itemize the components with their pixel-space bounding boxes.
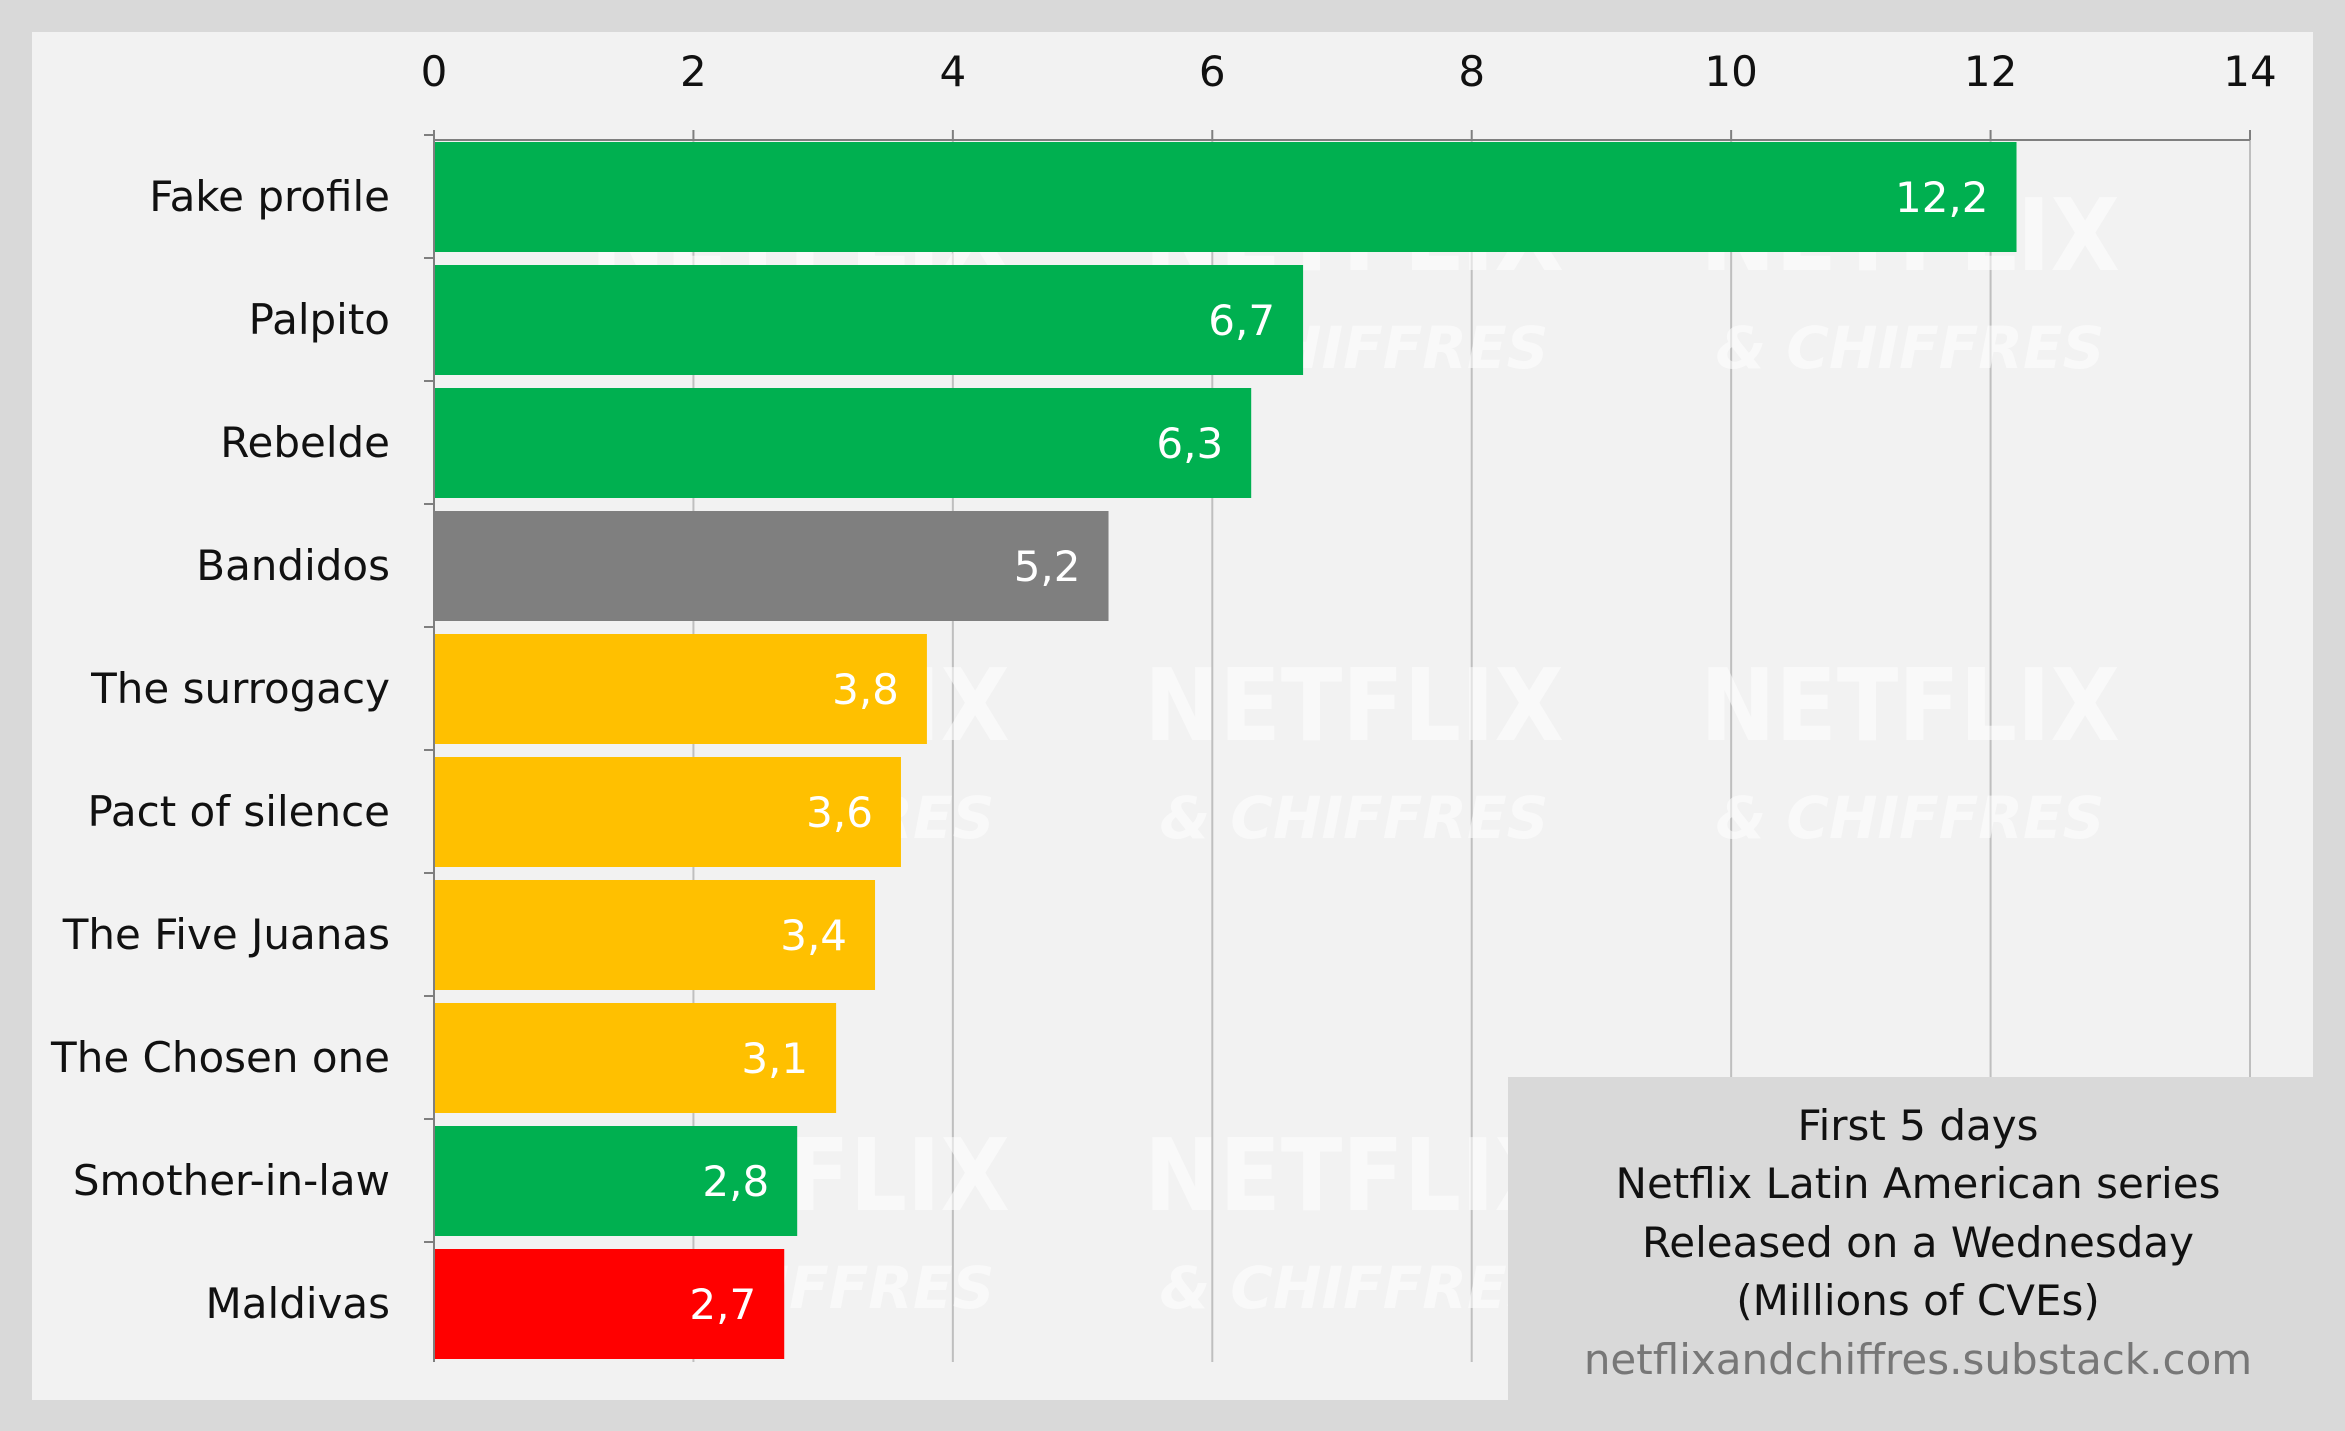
bar-value-label: 2,7 — [689, 1280, 756, 1329]
note-line-1: First 5 days — [1798, 1101, 2039, 1150]
bar — [434, 1003, 837, 1113]
x-tick-label: 6 — [1199, 47, 1226, 96]
watermark-brand: NETFLIX — [1700, 647, 2120, 764]
x-tick-label: 10 — [1704, 47, 1757, 96]
category-label: The surrogacy — [90, 664, 390, 713]
category-label: Smother-in-law — [73, 1156, 390, 1205]
bar — [434, 388, 1252, 498]
bar — [434, 265, 1304, 375]
watermark-tagline: & CHIFFRES — [1160, 784, 1549, 852]
source-url: netflixandchiffres.substack.com — [1584, 1335, 2252, 1384]
bar-value-label: 6,7 — [1208, 296, 1275, 345]
bar-value-label: 12,2 — [1895, 173, 1989, 222]
bar-value-label: 3,6 — [806, 788, 873, 837]
x-tick-label: 2 — [680, 47, 707, 96]
category-label: Palpito — [249, 295, 390, 344]
watermark-brand: NETFLIX — [1144, 647, 1564, 764]
bar — [434, 511, 1109, 621]
note-line-3: Released on a Wednesday — [1642, 1218, 2194, 1267]
bar — [434, 1249, 785, 1359]
bar — [434, 1126, 798, 1236]
x-tick-label: 4 — [939, 47, 966, 96]
bar-value-label: 3,1 — [741, 1034, 808, 1083]
category-label: Fake profile — [149, 172, 390, 221]
x-tick-label: 14 — [2223, 47, 2276, 96]
bar-value-label: 3,8 — [832, 665, 899, 714]
info-box: First 5 days Netflix Latin American seri… — [1508, 1077, 2313, 1400]
info-box-background — [1508, 1077, 2313, 1400]
watermark-tagline: & CHIFFRES — [1160, 1254, 1549, 1322]
bar — [434, 880, 876, 990]
watermark-brand: NETFLIX — [1144, 1117, 1564, 1234]
category-label: The Five Juanas — [62, 910, 390, 959]
category-label: Rebelde — [220, 418, 390, 467]
category-label: Maldivas — [206, 1279, 390, 1328]
note-line-2: Netflix Latin American series — [1616, 1159, 2221, 1208]
watermark-tagline: & CHIFFRES — [1716, 314, 2105, 382]
category-label: Pact of silence — [87, 787, 390, 836]
x-tick-label: 12 — [1964, 47, 2017, 96]
category-label: The Chosen one — [50, 1033, 390, 1082]
x-tick-label: 8 — [1458, 47, 1485, 96]
bar — [434, 757, 901, 867]
bar-value-label: 3,4 — [780, 911, 847, 960]
bar-value-label: 6,3 — [1156, 419, 1223, 468]
bar-value-label: 2,8 — [702, 1157, 769, 1206]
bar — [434, 634, 927, 744]
bar — [434, 142, 2017, 252]
category-label: Bandidos — [196, 541, 390, 590]
watermark-tagline: & CHIFFRES — [1716, 784, 2105, 852]
bar-value-label: 5,2 — [1014, 542, 1081, 591]
x-tick-label: 0 — [421, 47, 448, 96]
note-line-4: (Millions of CVEs) — [1736, 1276, 2100, 1325]
